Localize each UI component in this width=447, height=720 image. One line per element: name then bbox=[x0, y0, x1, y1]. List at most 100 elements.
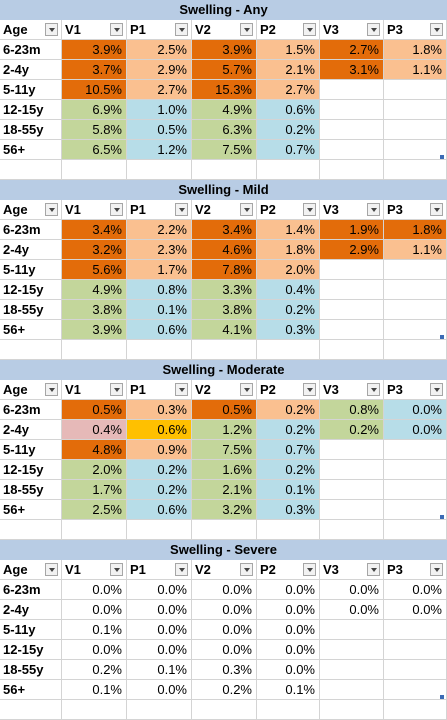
value-cell-p1[interactable]: 0.9% bbox=[127, 440, 192, 460]
value-cell-p3[interactable] bbox=[384, 100, 447, 120]
value-cell-v1[interactable]: 2.0% bbox=[62, 460, 127, 480]
value-cell-v2[interactable]: 3.2% bbox=[192, 500, 257, 520]
value-cell-p3[interactable]: 1.8% bbox=[384, 220, 447, 240]
empty-cell[interactable] bbox=[62, 340, 127, 360]
filter-dropdown-icon[interactable] bbox=[240, 563, 253, 576]
age-cell[interactable]: 5-11y bbox=[0, 620, 62, 640]
filter-dropdown-icon[interactable] bbox=[367, 23, 380, 36]
value-cell-p2[interactable]: 0.1% bbox=[257, 680, 320, 700]
filter-dropdown-icon[interactable] bbox=[430, 203, 443, 216]
value-cell-v1[interactable]: 0.5% bbox=[62, 400, 127, 420]
value-cell-p3[interactable]: 0.0% bbox=[384, 600, 447, 620]
age-cell[interactable]: 56+ bbox=[0, 320, 62, 340]
value-cell-p3[interactable]: 1.1% bbox=[384, 240, 447, 260]
value-cell-v3[interactable]: 0.0% bbox=[320, 600, 384, 620]
value-cell-v1[interactable]: 3.9% bbox=[62, 320, 127, 340]
value-cell-p2[interactable]: 0.2% bbox=[257, 460, 320, 480]
filter-dropdown-icon[interactable] bbox=[175, 383, 188, 396]
value-cell-p2[interactable]: 2.7% bbox=[257, 80, 320, 100]
value-cell-p3[interactable] bbox=[384, 260, 447, 280]
empty-cell[interactable] bbox=[257, 700, 320, 720]
age-cell[interactable]: 18-55y bbox=[0, 300, 62, 320]
value-cell-p3[interactable] bbox=[384, 300, 447, 320]
value-cell-v3[interactable] bbox=[320, 640, 384, 660]
value-cell-p2[interactable]: 0.2% bbox=[257, 300, 320, 320]
value-cell-v3[interactable]: 3.1% bbox=[320, 60, 384, 80]
filter-dropdown-icon[interactable] bbox=[303, 203, 316, 216]
value-cell-v3[interactable] bbox=[320, 260, 384, 280]
value-cell-v2[interactable]: 15.3% bbox=[192, 80, 257, 100]
value-cell-p3[interactable] bbox=[384, 460, 447, 480]
empty-cell[interactable] bbox=[320, 160, 384, 180]
value-cell-p1[interactable]: 0.6% bbox=[127, 320, 192, 340]
filter-dropdown-icon[interactable] bbox=[367, 563, 380, 576]
empty-cell[interactable] bbox=[0, 520, 62, 540]
value-cell-p2[interactable]: 0.7% bbox=[257, 140, 320, 160]
empty-cell[interactable] bbox=[192, 340, 257, 360]
age-cell[interactable]: 2-4y bbox=[0, 240, 62, 260]
age-cell[interactable]: 12-15y bbox=[0, 640, 62, 660]
value-cell-p1[interactable]: 2.7% bbox=[127, 80, 192, 100]
value-cell-p2[interactable]: 0.3% bbox=[257, 320, 320, 340]
value-cell-v3[interactable] bbox=[320, 460, 384, 480]
value-cell-v2[interactable]: 4.1% bbox=[192, 320, 257, 340]
filter-dropdown-icon[interactable] bbox=[240, 203, 253, 216]
value-cell-v3[interactable] bbox=[320, 100, 384, 120]
value-cell-v1[interactable]: 0.2% bbox=[62, 660, 127, 680]
age-cell[interactable]: 5-11y bbox=[0, 260, 62, 280]
value-cell-v1[interactable]: 5.8% bbox=[62, 120, 127, 140]
value-cell-p3[interactable] bbox=[384, 320, 447, 340]
value-cell-v2[interactable]: 1.6% bbox=[192, 460, 257, 480]
value-cell-p2[interactable]: 2.1% bbox=[257, 60, 320, 80]
filter-dropdown-icon[interactable] bbox=[240, 383, 253, 396]
empty-cell[interactable] bbox=[127, 520, 192, 540]
empty-cell[interactable] bbox=[127, 700, 192, 720]
empty-cell[interactable] bbox=[0, 700, 62, 720]
value-cell-p1[interactable]: 2.2% bbox=[127, 220, 192, 240]
value-cell-p3[interactable]: 1.8% bbox=[384, 40, 447, 60]
value-cell-v2[interactable]: 3.8% bbox=[192, 300, 257, 320]
value-cell-p3[interactable] bbox=[384, 140, 447, 160]
age-cell[interactable]: 18-55y bbox=[0, 660, 62, 680]
filter-dropdown-icon[interactable] bbox=[367, 203, 380, 216]
value-cell-p1[interactable]: 0.0% bbox=[127, 620, 192, 640]
value-cell-p2[interactable]: 0.7% bbox=[257, 440, 320, 460]
age-cell[interactable]: 56+ bbox=[0, 680, 62, 700]
value-cell-v3[interactable]: 0.2% bbox=[320, 420, 384, 440]
filter-dropdown-icon[interactable] bbox=[45, 383, 58, 396]
age-cell[interactable]: 18-55y bbox=[0, 120, 62, 140]
table-resize-handle-icon[interactable] bbox=[440, 335, 444, 339]
value-cell-p1[interactable]: 0.5% bbox=[127, 120, 192, 140]
value-cell-v2[interactable]: 0.0% bbox=[192, 580, 257, 600]
empty-cell[interactable] bbox=[62, 160, 127, 180]
value-cell-p1[interactable]: 0.0% bbox=[127, 680, 192, 700]
filter-dropdown-icon[interactable] bbox=[430, 23, 443, 36]
empty-cell[interactable] bbox=[192, 520, 257, 540]
value-cell-v1[interactable]: 5.6% bbox=[62, 260, 127, 280]
age-cell[interactable]: 12-15y bbox=[0, 100, 62, 120]
value-cell-p1[interactable]: 0.1% bbox=[127, 300, 192, 320]
value-cell-v2[interactable]: 0.0% bbox=[192, 620, 257, 640]
age-cell[interactable]: 6-23m bbox=[0, 580, 62, 600]
filter-dropdown-icon[interactable] bbox=[45, 23, 58, 36]
value-cell-p3[interactable] bbox=[384, 120, 447, 140]
value-cell-v3[interactable] bbox=[320, 480, 384, 500]
filter-dropdown-icon[interactable] bbox=[110, 383, 123, 396]
empty-cell[interactable] bbox=[320, 700, 384, 720]
empty-cell[interactable] bbox=[127, 160, 192, 180]
filter-dropdown-icon[interactable] bbox=[367, 383, 380, 396]
filter-dropdown-icon[interactable] bbox=[430, 383, 443, 396]
value-cell-p3[interactable]: 1.1% bbox=[384, 60, 447, 80]
table-resize-handle-icon[interactable] bbox=[440, 155, 444, 159]
value-cell-p2[interactable]: 0.0% bbox=[257, 620, 320, 640]
value-cell-p1[interactable]: 0.8% bbox=[127, 280, 192, 300]
value-cell-v3[interactable] bbox=[320, 120, 384, 140]
value-cell-p3[interactable] bbox=[384, 80, 447, 100]
value-cell-p1[interactable]: 0.1% bbox=[127, 660, 192, 680]
value-cell-v1[interactable]: 0.4% bbox=[62, 420, 127, 440]
value-cell-v1[interactable]: 6.5% bbox=[62, 140, 127, 160]
value-cell-p2[interactable]: 0.3% bbox=[257, 500, 320, 520]
age-cell[interactable]: 18-55y bbox=[0, 480, 62, 500]
value-cell-v3[interactable]: 2.7% bbox=[320, 40, 384, 60]
filter-dropdown-icon[interactable] bbox=[110, 563, 123, 576]
